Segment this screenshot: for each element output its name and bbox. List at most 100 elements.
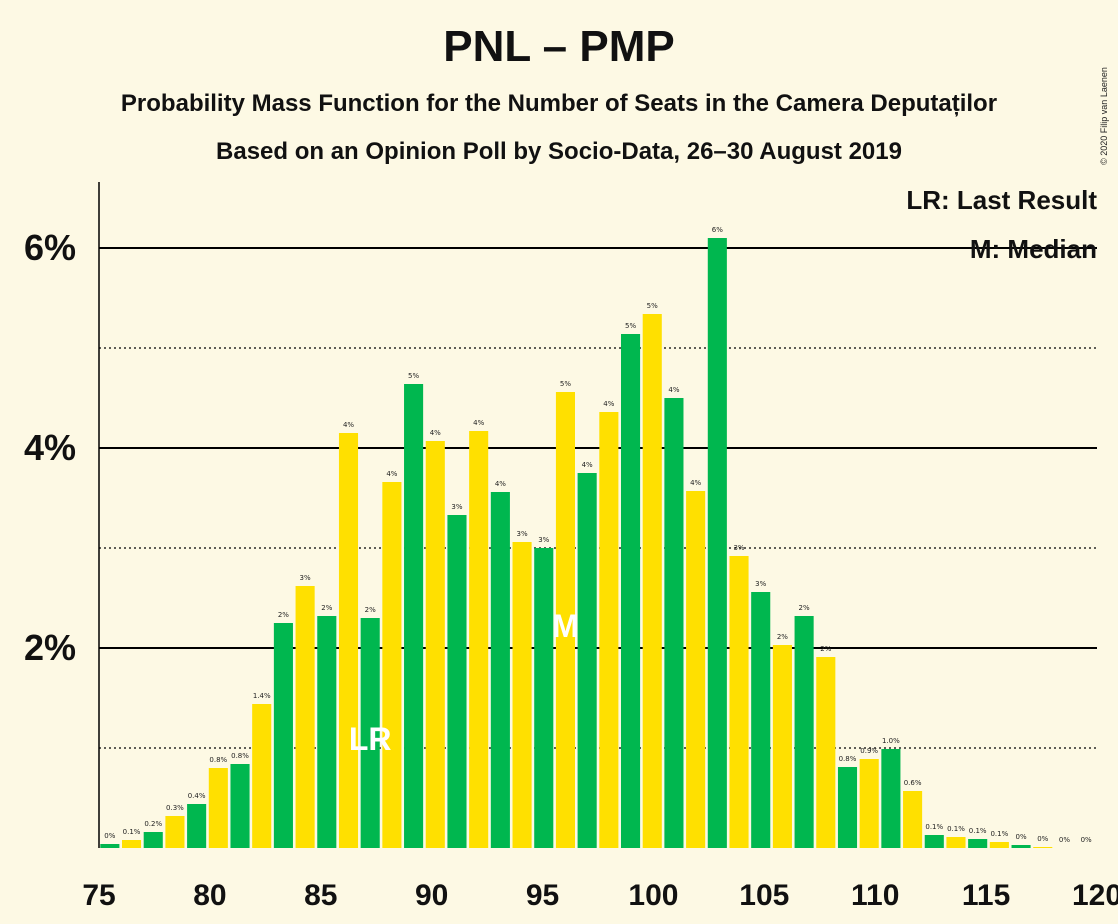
bar-seat-116 (989, 842, 1009, 848)
x-tick-label: 85 (304, 879, 337, 912)
bar-label-seat-85: 2% (321, 604, 332, 612)
bar-label-seat-75: 0% (104, 832, 115, 840)
bar-label-seat-77: 0.2% (144, 820, 162, 828)
bar-label-seat-79: 0.4% (188, 792, 206, 800)
chart-title: PNL – PMP (443, 22, 675, 71)
bar-seat-117 (1011, 845, 1031, 848)
bar-seat-96 (555, 392, 576, 848)
bar-seat-101 (664, 398, 684, 848)
bar-seat-115 (968, 839, 988, 848)
bar-label-seat-113: 0.1% (925, 823, 943, 831)
bar-data-labels: 0% 0.1%0.2%0.3%0.4%0.8% 0.8%1.4%2%3%2%4%2%… (104, 226, 1092, 844)
bar-seat-113 (924, 835, 944, 848)
bar-label-seat-120: 0% (1081, 836, 1092, 844)
x-tick-label: 95 (526, 879, 559, 912)
bar-label-seat-104: 3% (733, 544, 744, 552)
bar-seat-111 (881, 749, 901, 848)
bar-seat-99 (620, 334, 641, 848)
legend-median: M: Median (970, 234, 1097, 264)
bar-label-seat-92: 4% (473, 419, 484, 427)
bar-label-seat-102: 4% (690, 479, 701, 487)
bar-label-seat-117: 0% (1016, 833, 1027, 841)
bar-seat-76 (121, 840, 142, 848)
y-tick-label: 6% (24, 227, 76, 268)
bar-seat-107 (794, 616, 814, 848)
x-tick-label: 115 (962, 879, 1010, 912)
bar-seat-92 (469, 431, 489, 848)
x-tick-label: 90 (415, 879, 448, 912)
bar-seat-78 (165, 816, 185, 848)
bar-label-seat-86: 4% (343, 421, 354, 429)
bar-seat-89 (404, 384, 424, 848)
legend-last-result: LR: Last Result (906, 185, 1097, 215)
bar-seat-82 (252, 704, 272, 848)
bar-seat-102 (686, 491, 706, 848)
bar-seat-109 (837, 767, 858, 848)
bar-label-seat-97: 4% (582, 461, 593, 469)
result-markers: LR M (349, 608, 579, 757)
gridlines: 2% 4% 6% (24, 227, 1097, 749)
bar-seat-84 (295, 586, 315, 848)
bar-seat-100 (642, 314, 662, 848)
bar-label-seat-76: 0.1% (123, 828, 141, 836)
bar-label-seat-98: 4% (603, 400, 614, 408)
bar-label-seat-107: 2% (799, 604, 810, 612)
x-tick-label: 80 (193, 879, 226, 912)
bar-seat-103 (707, 238, 727, 848)
bar-seat-83 (273, 623, 293, 848)
bar-seat-81 (230, 764, 250, 848)
bar-seat-85 (317, 616, 337, 848)
bar-label-seat-118: 0% (1037, 835, 1048, 843)
x-tick-label: 100 (628, 879, 678, 912)
bar-label-seat-96: 5% (560, 380, 571, 388)
chart-source-subtitle: Based on an Opinion Poll by Socio-Data, … (216, 138, 902, 165)
bar-label-seat-100: 5% (647, 302, 658, 310)
bar-seat-118 (1033, 847, 1053, 848)
bar-label-seat-89: 5% (408, 372, 419, 380)
bar-label-seat-93: 4% (495, 480, 506, 488)
x-tick-label: 75 (82, 879, 115, 912)
bar-seat-108 (816, 657, 836, 848)
x-tick-label: 120 (1072, 879, 1118, 912)
bar-label-seat-115: 0.1% (969, 827, 987, 835)
bar-label-seat-87: 2% (365, 606, 376, 614)
bar-seat-106 (772, 645, 792, 848)
x-tick-label: 105 (739, 879, 789, 912)
bar-seat-110 (859, 759, 879, 848)
x-tick-label: 110 (851, 879, 899, 912)
bar-seat-98 (599, 412, 619, 848)
bar-seat-87 (360, 618, 380, 848)
bar-label-seat-101: 4% (668, 386, 679, 394)
bar-seat-75 (100, 844, 120, 848)
bar-seat-94 (512, 542, 532, 848)
bar-label-seat-81: 0.8% (231, 752, 249, 760)
bar-seat-80 (208, 768, 228, 848)
bar-label-seat-112: 0.6% (904, 779, 922, 787)
bar-seat-93 (490, 492, 510, 848)
bar-seat-114 (946, 837, 966, 848)
bar-seat-105 (751, 592, 771, 848)
bar-label-seat-82: 1.4% (253, 692, 271, 700)
bar-label-seat-94: 3% (517, 530, 528, 538)
bar-label-seat-103: 6% (712, 226, 723, 234)
bar-label-seat-91: 3% (451, 503, 462, 511)
bar-seat-79 (187, 804, 207, 848)
bar-label-seat-99: 5% (625, 322, 636, 330)
bar-label-seat-88: 4% (386, 470, 397, 478)
bar-label-seat-114: 0.1% (947, 825, 965, 833)
bar-label-seat-106: 2% (777, 633, 788, 641)
median-marker: M (552, 608, 579, 644)
bar-label-seat-116: 0.1% (990, 830, 1008, 838)
bar-label-seat-109: 0.8% (839, 755, 857, 763)
bar-label-seat-111: 1.0% (882, 737, 900, 745)
bar-label-seat-110: 0.9% (860, 747, 878, 755)
bar-seat-88 (382, 482, 402, 848)
bar-seat-95 (534, 548, 554, 848)
bar-seat-112 (903, 791, 923, 848)
bar-label-seat-80: 0.8% (209, 756, 227, 764)
bar-label-seat-90: 4% (430, 429, 441, 437)
bar-label-seat-108: 2% (820, 645, 831, 653)
y-tick-label: 2% (24, 627, 76, 668)
bar-seat-86 (338, 433, 359, 848)
